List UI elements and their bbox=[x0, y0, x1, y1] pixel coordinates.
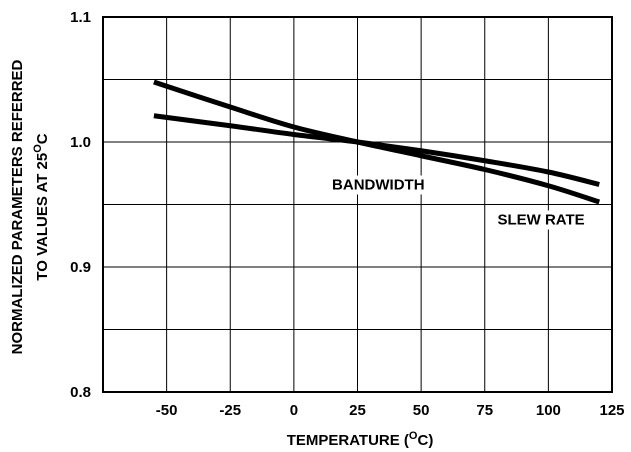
annotation-background bbox=[328, 175, 423, 195]
series-line-bandwidth bbox=[153, 113, 600, 187]
x-tick-label: 25 bbox=[349, 402, 366, 419]
y-tick-label: 1.1 bbox=[70, 9, 91, 26]
plot-frame bbox=[102, 16, 613, 393]
grid bbox=[103, 16, 613, 393]
y-axis-label-line2: TO VALUES AT 25OC bbox=[32, 133, 51, 280]
y-axis-label-line1: NORMALIZED PARAMETERS REFERRED bbox=[9, 59, 26, 354]
annotation-background bbox=[493, 210, 588, 230]
y-tick-labels: 0.8 0.9 1.0 1.1 bbox=[70, 9, 91, 401]
x-tick-label: -25 bbox=[219, 402, 241, 419]
x-axis-label: TEMPERATURE (OC) bbox=[287, 430, 434, 449]
y-tick-label: 0.8 bbox=[70, 384, 91, 401]
y-tick-label: 0.9 bbox=[70, 259, 91, 276]
series-lines bbox=[153, 79, 601, 205]
x-tick-label: 75 bbox=[476, 402, 493, 419]
x-tick-label: 100 bbox=[536, 402, 561, 419]
annotation-slew-rate: SLEW RATE bbox=[497, 212, 584, 229]
x-tick-labels: -50 -25 0 25 50 75 100 125 bbox=[156, 402, 625, 419]
x-tick-label: 125 bbox=[599, 402, 624, 419]
annotation-bandwidth: BANDWIDTH bbox=[332, 177, 424, 194]
x-tick-label: -50 bbox=[156, 402, 178, 419]
y-tick-label: 1.0 bbox=[70, 134, 91, 151]
x-tick-label: 50 bbox=[413, 402, 430, 419]
annotations: BANDWIDTH SLEW RATE bbox=[328, 175, 588, 230]
x-tick-label: 0 bbox=[290, 402, 298, 419]
